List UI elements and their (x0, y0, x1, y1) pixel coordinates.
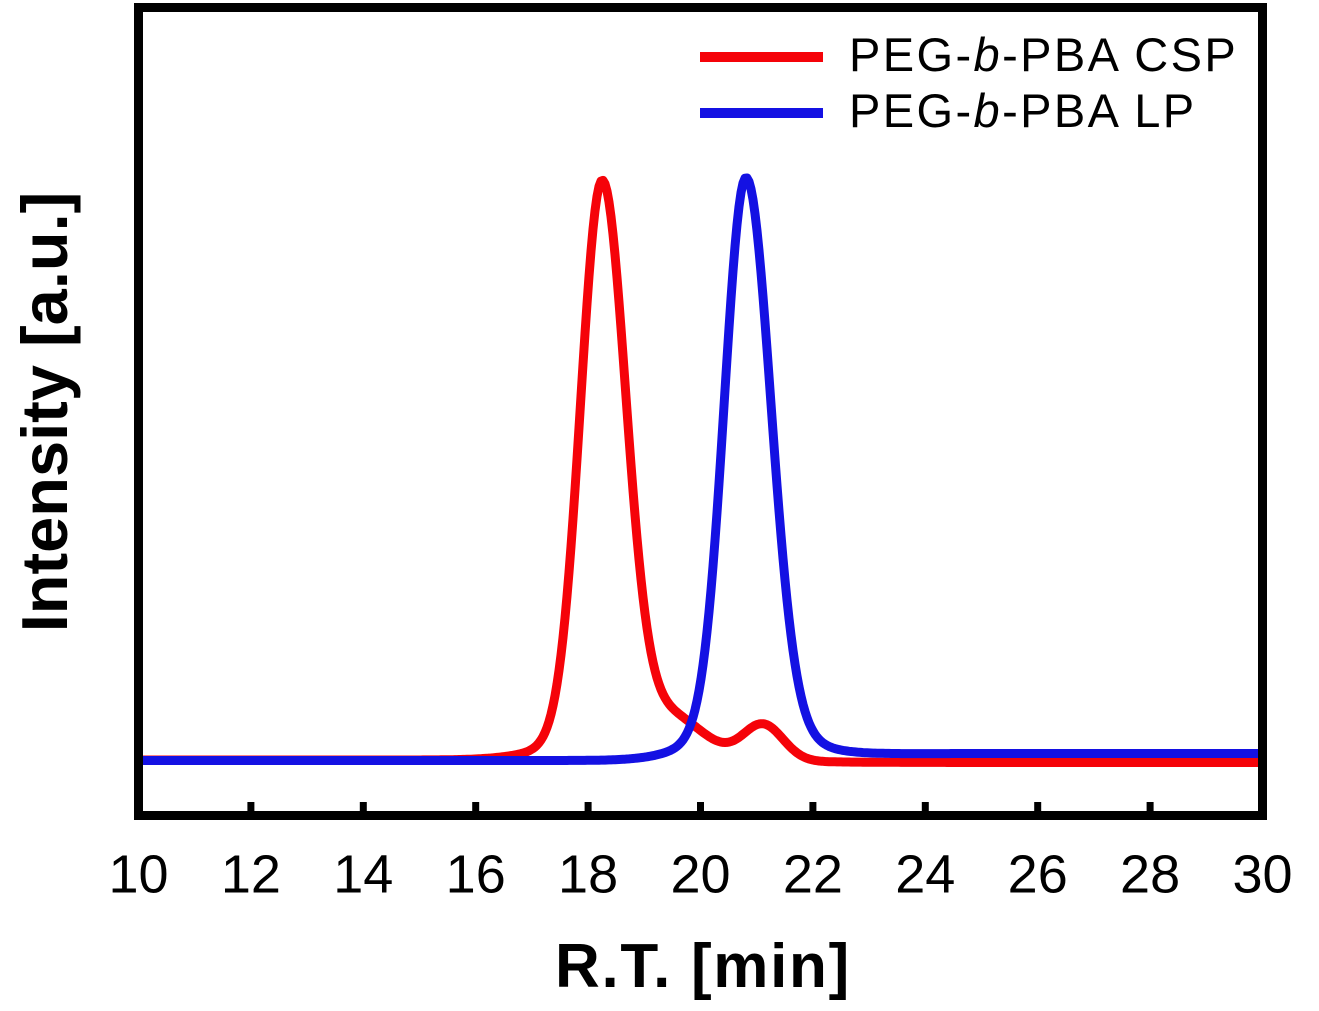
svg-text:30: 30 (1232, 845, 1292, 905)
svg-text:20: 20 (670, 845, 730, 905)
svg-text:Intensity [a.u.]: Intensity [a.u.] (8, 192, 81, 633)
svg-text:R.T. [min]: R.T. [min] (555, 932, 851, 1001)
svg-text:12: 12 (221, 845, 281, 905)
svg-text:24: 24 (895, 845, 955, 905)
svg-text:18: 18 (558, 845, 618, 905)
svg-text:10: 10 (108, 845, 168, 905)
svg-text:14: 14 (333, 845, 393, 905)
svg-text:PEG-b-PBA CSP: PEG-b-PBA CSP (849, 28, 1238, 81)
svg-text:22: 22 (783, 845, 843, 905)
svg-text:26: 26 (1008, 845, 1068, 905)
svg-text:28: 28 (1120, 845, 1180, 905)
svg-text:16: 16 (446, 845, 506, 905)
svg-text:PEG-b-PBA LP: PEG-b-PBA LP (849, 84, 1197, 137)
